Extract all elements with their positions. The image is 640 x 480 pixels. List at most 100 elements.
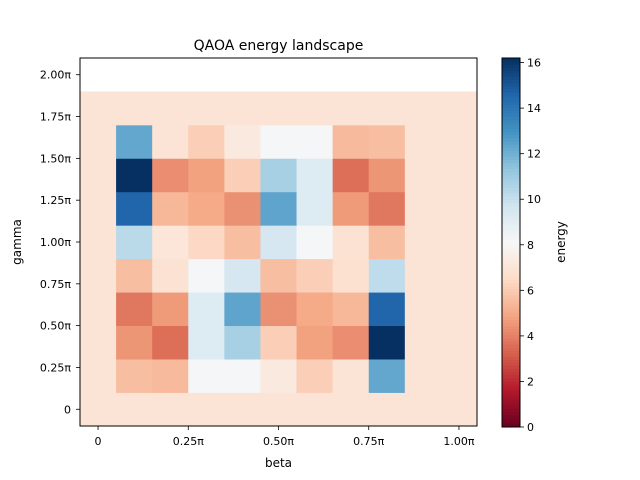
heatmap-cell: [260, 292, 297, 327]
heatmap-cell: [404, 258, 442, 293]
colorbar-band: [502, 383, 520, 388]
heatmap-cell: [224, 191, 261, 226]
heatmap-cell: [224, 325, 261, 360]
colorbar-band: [502, 230, 520, 234]
y-tick-label: 1.25π: [40, 194, 71, 207]
heatmap-cell: [368, 225, 406, 260]
colorbar-band: [502, 291, 520, 296]
heatmap-cell: [440, 292, 478, 327]
heatmap-cell: [440, 91, 478, 126]
colorbar-tick-label: 4: [527, 330, 534, 343]
colorbar-band: [502, 304, 520, 308]
heatmap-cell: [296, 325, 334, 360]
heatmap-cell: [368, 359, 406, 393]
colorbar-band: [502, 64, 520, 68]
heatmap-cell: [296, 158, 334, 193]
colorbar-band: [502, 236, 520, 240]
heatmap-cell: [296, 225, 334, 260]
heatmap-cell: [260, 258, 297, 293]
heatmap-cell: [368, 325, 406, 360]
heatmap-cell: [224, 392, 261, 427]
colorbar-band: [502, 177, 520, 182]
heatmap-cell: [224, 359, 261, 393]
heatmap-cell: [368, 392, 406, 427]
colorbar-band: [502, 94, 520, 99]
heatmap-cell: [188, 225, 225, 260]
heatmap-cell: [332, 292, 370, 327]
colorbar-band: [502, 276, 520, 280]
colorbar-band: [502, 322, 520, 327]
heatmap-cell: [332, 191, 370, 226]
heatmap-cell: [440, 158, 478, 193]
colorbar-band: [502, 76, 520, 81]
colorbar-band: [502, 414, 520, 419]
heatmap-cell: [80, 124, 117, 159]
heatmap-cell: [368, 191, 406, 226]
colorbar-band: [502, 233, 520, 237]
heatmap-cell: [188, 258, 225, 293]
heatmap-cell: [152, 124, 189, 159]
colorbar-band: [502, 134, 520, 139]
heatmap-cell: [224, 124, 261, 159]
colorbar-band: [502, 239, 520, 243]
colorbar-band: [502, 190, 520, 194]
heatmap-cell: [332, 359, 370, 393]
colorbar-band: [502, 405, 520, 410]
colorbar-band: [502, 260, 520, 265]
heatmap-cell: [404, 359, 442, 393]
heatmap-cell: [224, 258, 261, 293]
heatmap-cell: [152, 359, 189, 393]
colorbar-band: [502, 408, 520, 413]
colorbar-band: [502, 264, 520, 268]
colorbar-band: [502, 165, 520, 170]
heatmap-cell: [188, 158, 225, 193]
colorbar-band: [502, 150, 520, 154]
colorbar-band: [502, 350, 520, 354]
colorbar-band: [502, 85, 520, 90]
colorbar-band: [502, 362, 520, 367]
heatmap-cell: [116, 292, 153, 327]
colorbar-band: [502, 137, 520, 142]
colorbar-tick-label: 8: [527, 239, 534, 252]
colorbar-band: [502, 374, 520, 379]
colorbar-band: [502, 347, 520, 351]
y-axis-ticks: 0 0.25π 0.50π 0.75π 1.00π 1.25π 1.50π 1.75π 2.00…: [40, 69, 80, 416]
heatmap-cell: [296, 191, 334, 226]
colorbar-band: [502, 184, 520, 188]
colorbar-tick-label: 12: [527, 148, 541, 161]
colorbar-band: [502, 199, 520, 204]
heatmap-cell: [368, 124, 406, 159]
colorbar-band: [502, 162, 520, 167]
colorbar-band: [502, 340, 520, 345]
colorbar-band: [502, 122, 520, 127]
heatmap-cell: [152, 258, 189, 293]
colorbar-band: [502, 267, 520, 271]
heatmap-cell: [188, 392, 225, 427]
heatmap-cell: [188, 359, 225, 393]
colorbar-band: [502, 187, 520, 191]
colorbar-band: [502, 334, 520, 339]
colorbar-band: [502, 279, 520, 283]
y-tick-label: 1.75π: [40, 111, 71, 124]
heatmap-cell: [80, 158, 117, 193]
colorbar-band: [502, 70, 520, 74]
colorbar-band: [502, 196, 520, 200]
colorbar-band: [502, 387, 520, 391]
heatmap-cell: [404, 191, 442, 226]
heatmap-cell: [368, 258, 406, 293]
colorbar-frame: [501, 57, 521, 428]
colorbar-band: [502, 337, 520, 342]
colorbar-band: [502, 224, 520, 228]
heatmap-cell: [368, 158, 406, 193]
heatmap-cell: [368, 292, 406, 327]
colorbar-band: [502, 331, 520, 336]
colorbar-band: [502, 402, 520, 406]
heatmap-cell: [296, 124, 334, 159]
heatmap-cell: [260, 91, 297, 126]
colorbar-band: [502, 343, 520, 348]
heatmap-cell: [404, 158, 442, 193]
colorbar-label: energy: [554, 221, 568, 263]
colorbar-band: [502, 159, 520, 164]
x-tick-label: 0.50π: [263, 435, 294, 448]
colorbar-band: [502, 319, 520, 323]
